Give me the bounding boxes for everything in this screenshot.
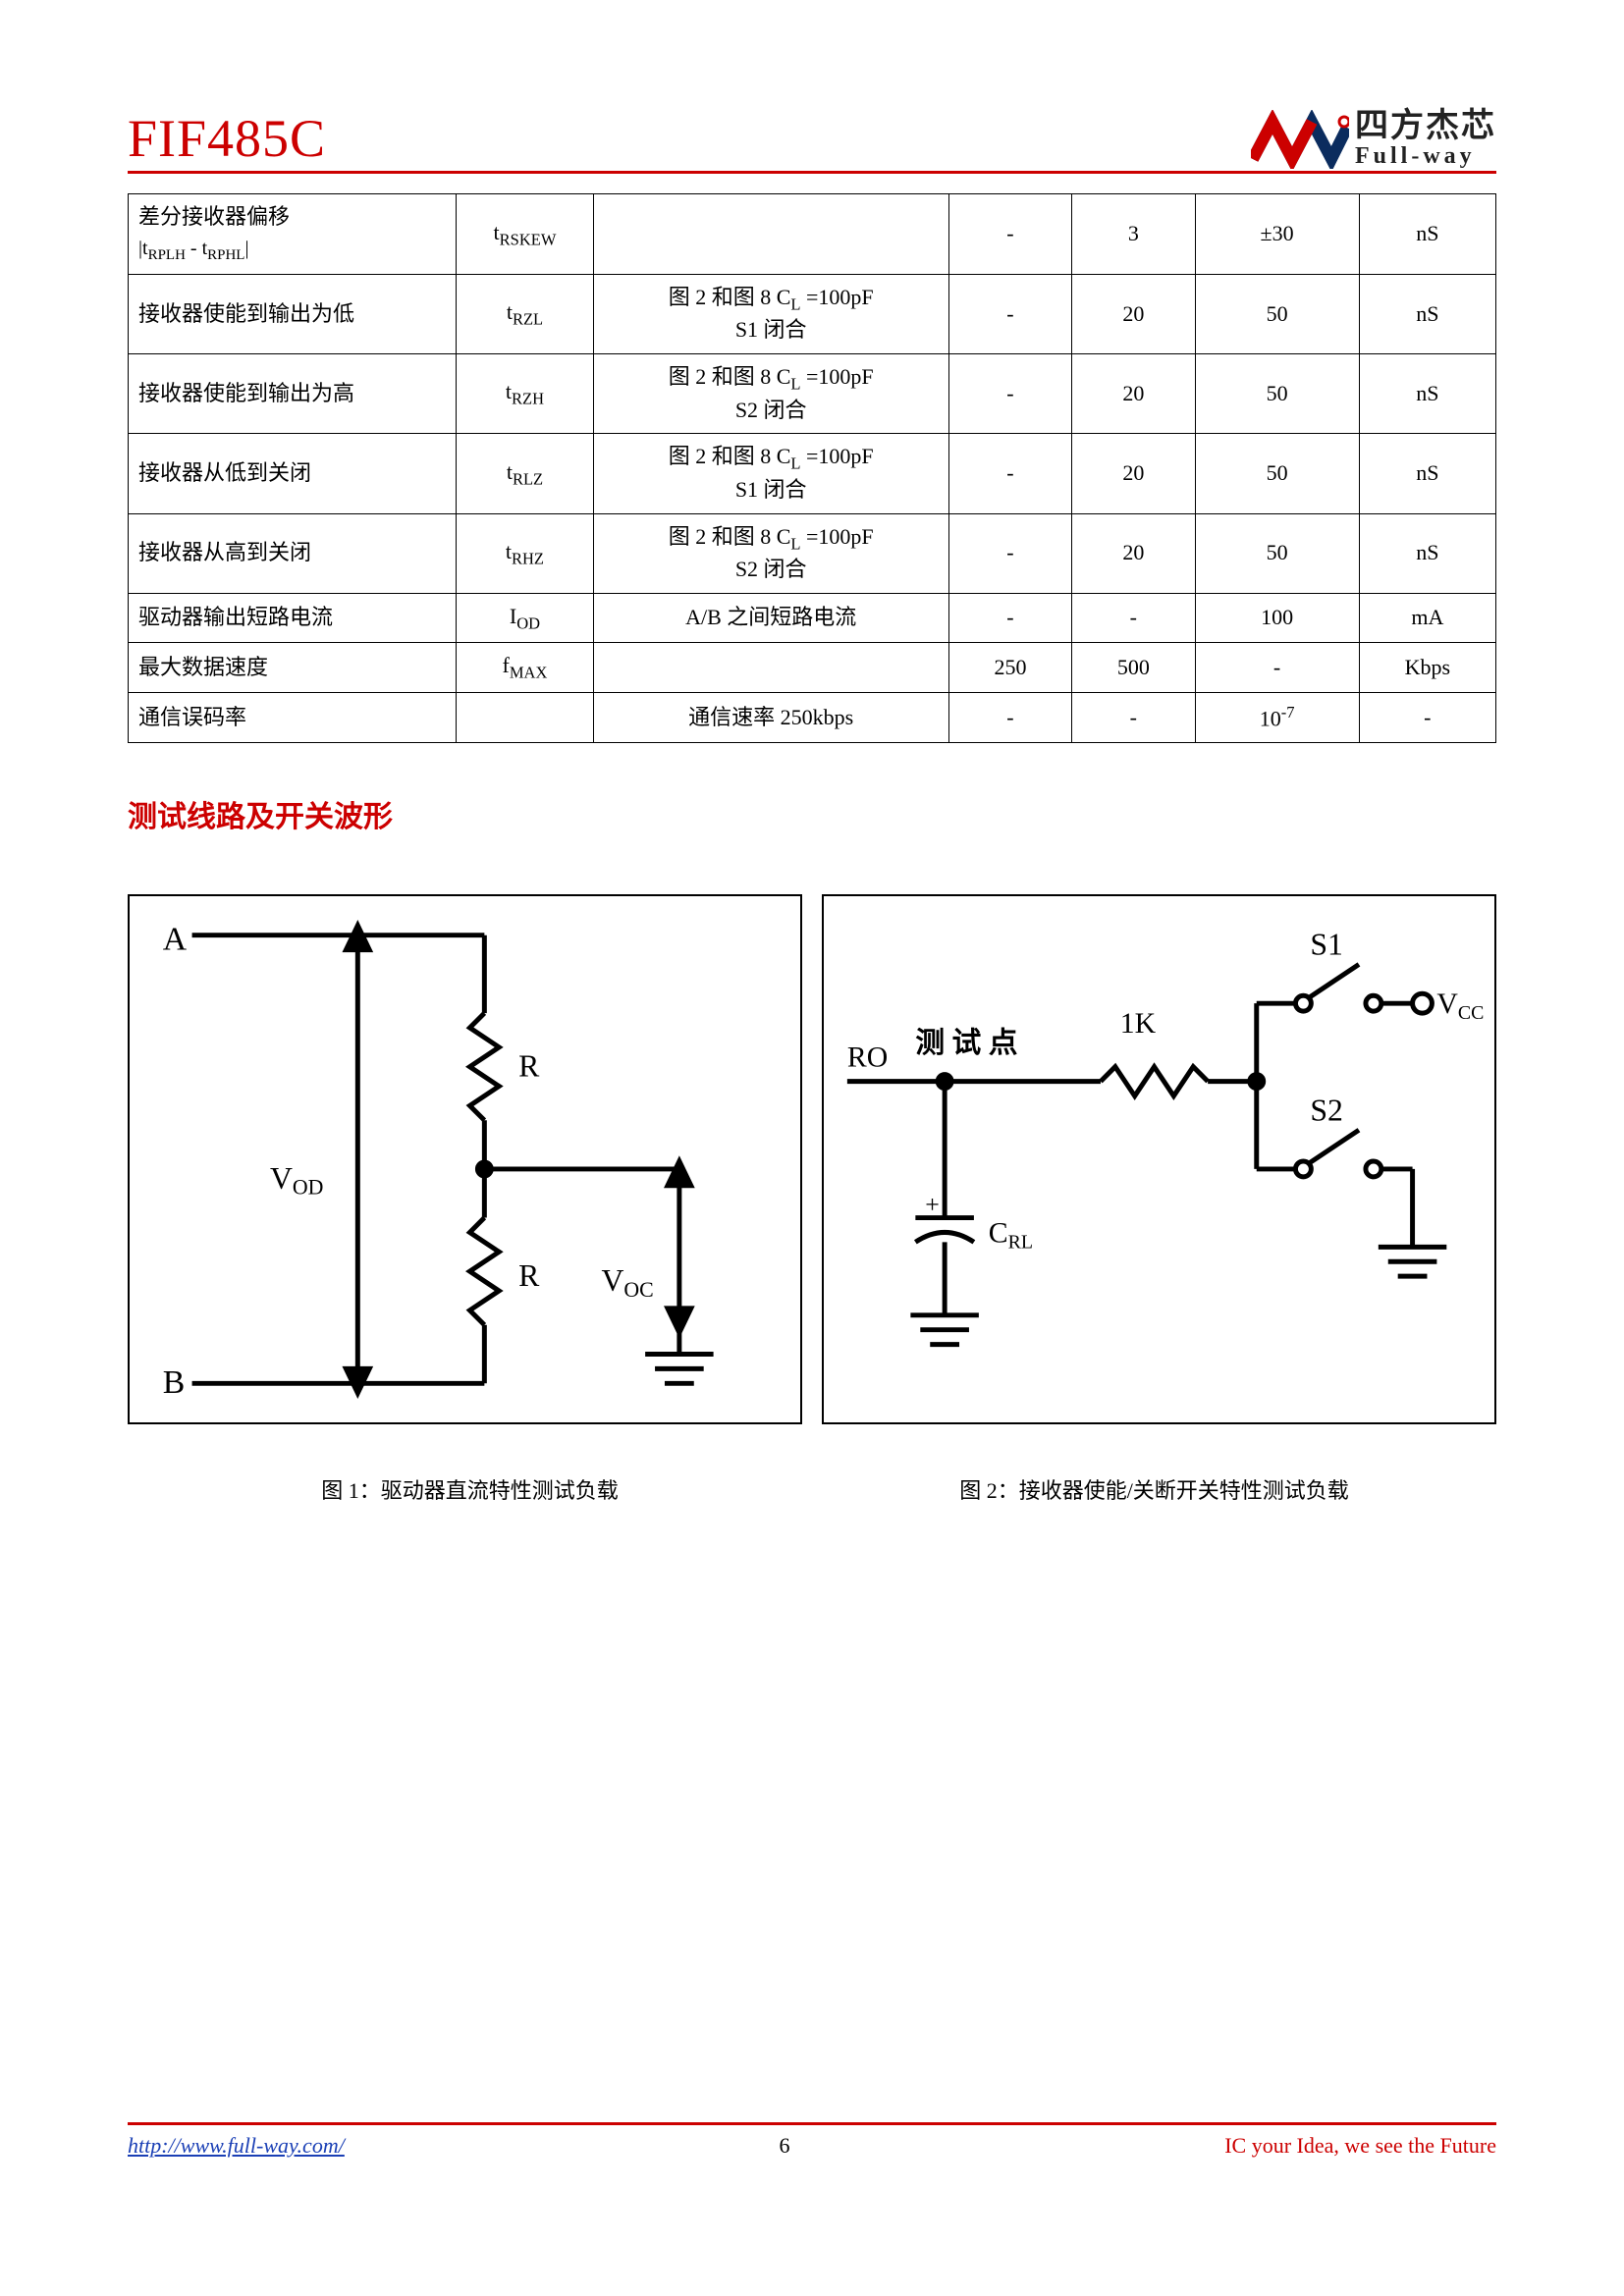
- table-row: 接收器从低到关闭 tRLZ 图 2 和图 8 CL =100pFS1 闭合 - …: [129, 434, 1496, 513]
- label-A: A: [163, 922, 188, 958]
- brand-name-en: Full-way: [1355, 143, 1496, 169]
- figure-2-circuit: +: [824, 896, 1494, 1422]
- table-row: 最大数据速度 fMAX 250 500 - Kbps: [129, 643, 1496, 692]
- figure-2-box: +: [822, 894, 1496, 1424]
- figures-row: A B R R VOD VOC: [128, 894, 1496, 1424]
- section-title: 测试线路及开关波形: [128, 792, 1496, 835]
- brand-text: 四方杰芯 Full-way: [1355, 110, 1496, 169]
- label-s1: S1: [1310, 928, 1343, 962]
- param-main: 接收器使能到输出为低: [129, 274, 457, 353]
- table-row: 接收器从高到关闭 tRHZ 图 2 和图 8 CL =100pFS2 闭合 - …: [129, 513, 1496, 593]
- max: ±30: [1195, 194, 1359, 275]
- table-row: 接收器使能到输出为高 tRZH 图 2 和图 8 CL =100pFS2 闭合 …: [129, 354, 1496, 434]
- page-footer: http://www.full-way.com/ 6 IC your Idea,…: [128, 2122, 1496, 2159]
- table-row: 通信误码率 通信速率 250kbps - - 10-7 -: [129, 692, 1496, 742]
- table-row: 差分接收器偏移 |tRPLH - tRPHL| tRSKEW - 3 ±30 n…: [129, 194, 1496, 275]
- label-s2: S2: [1310, 1093, 1343, 1127]
- label-B: B: [163, 1364, 186, 1401]
- footer-url-link[interactable]: http://www.full-way.com/: [128, 2133, 345, 2159]
- label-1k: 1K: [1120, 1007, 1157, 1040]
- label-testpoint: 测 试 点: [915, 1027, 1017, 1059]
- figure-1-box: A B R R VOD VOC: [128, 894, 802, 1424]
- brand-logo-block: 四方杰芯 Full-way: [1251, 110, 1496, 169]
- table-row: 接收器使能到输出为低 tRZL 图 2 和图 8 CL =100pFS1 闭合 …: [129, 274, 1496, 353]
- footer-page-number: 6: [780, 2133, 790, 2159]
- footer-divider: [128, 2122, 1496, 2125]
- spec-table: 差分接收器偏移 |tRPLH - tRPHL| tRSKEW - 3 ±30 n…: [128, 193, 1496, 743]
- table-row: 驱动器输出短路电流 IOD A/B 之间短路电流 - - 100 mA: [129, 593, 1496, 642]
- figure-1-caption: 图 1：驱动器直流特性测试负载: [128, 1473, 812, 1505]
- label-R1: R: [518, 1049, 540, 1084]
- cond: [593, 194, 948, 275]
- figure-captions-row: 图 1：驱动器直流特性测试负载 图 2：接收器使能/关断开关特性测试负载: [128, 1473, 1496, 1505]
- label-Vod: VOD: [270, 1161, 323, 1200]
- param-main: 差分接收器偏移: [138, 204, 290, 229]
- figure-2-caption: 图 2：接收器使能/关断开关特性测试负载: [812, 1473, 1496, 1505]
- label-RO: RO: [847, 1041, 888, 1074]
- min: -: [948, 194, 1071, 275]
- page-header: FIF485C 四方杰芯 Full-way: [128, 108, 1496, 174]
- svg-text:+: +: [925, 1191, 940, 1219]
- unit: nS: [1359, 194, 1495, 275]
- label-vcc: VCC: [1436, 988, 1484, 1024]
- footer-tagline: IC your Idea, we see the Future: [1224, 2133, 1496, 2159]
- typ: 3: [1072, 194, 1195, 275]
- label-R2: R: [518, 1258, 540, 1293]
- fullway-logo-icon: [1251, 110, 1349, 169]
- label-crl: CRL: [989, 1216, 1033, 1253]
- label-Voc: VOC: [601, 1263, 653, 1302]
- brand-name-cn: 四方杰芯: [1355, 110, 1496, 143]
- part-number: FIF485C: [128, 108, 326, 169]
- figure-1-circuit: A B R R VOD VOC: [130, 896, 800, 1422]
